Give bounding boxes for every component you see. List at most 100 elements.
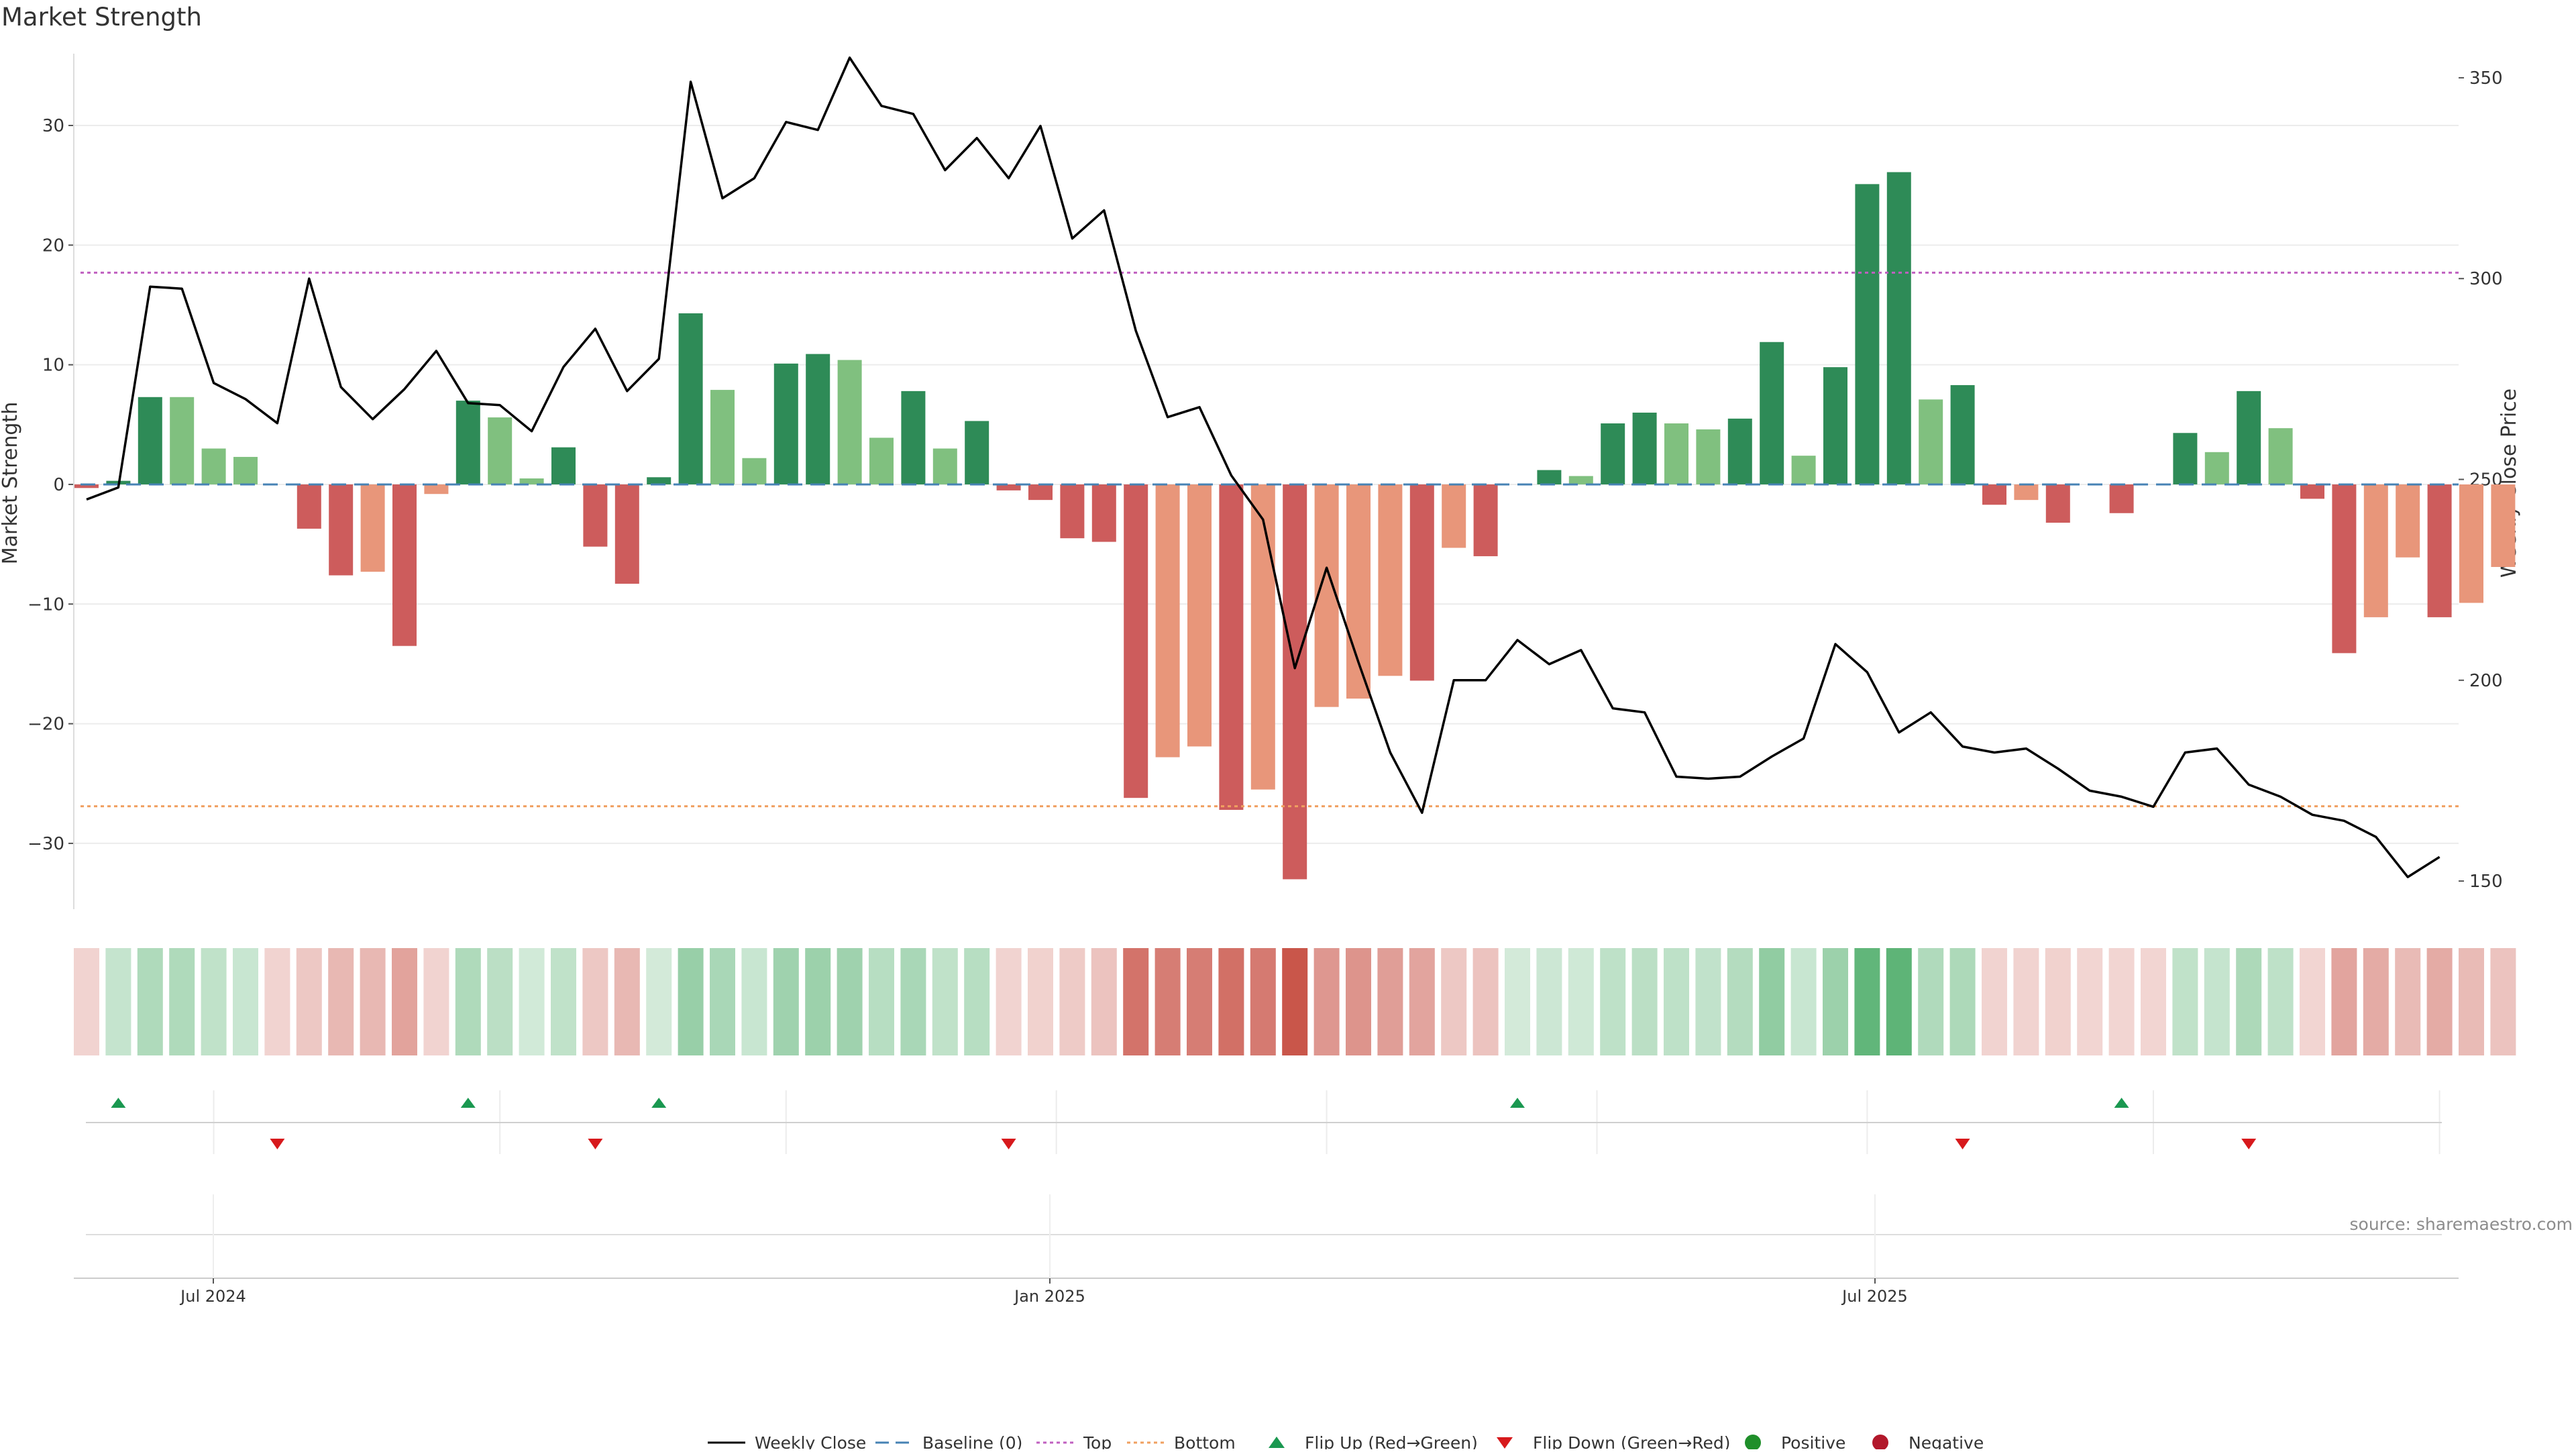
heat-cell xyxy=(455,948,481,1055)
legend-label: Weekly Close xyxy=(755,1433,866,1449)
strength-bar xyxy=(2300,484,2324,499)
y-tick-label: −30 xyxy=(28,834,64,854)
strength-bar xyxy=(742,458,767,484)
heat-cell xyxy=(1854,948,1880,1055)
heat-cell xyxy=(582,948,608,1055)
heat-cell xyxy=(1028,948,1053,1055)
heat-cell xyxy=(328,948,354,1055)
legend-label: Flip Up (Red→Green) xyxy=(1305,1433,1478,1449)
strength-bar xyxy=(1219,484,1244,810)
heat-cell xyxy=(551,948,576,1055)
strength-bar xyxy=(2268,428,2293,484)
heat-cell xyxy=(74,948,99,1055)
y-tick-label: 0 xyxy=(53,475,64,495)
heat-cell xyxy=(805,948,831,1055)
strength-bar xyxy=(1537,470,1562,484)
heat-cell xyxy=(2204,948,2230,1055)
heat-cell xyxy=(1472,948,1499,1055)
flip-up-marker xyxy=(2114,1098,2129,1108)
strength-bar xyxy=(1442,484,1466,548)
strength-bar xyxy=(392,484,417,646)
strength-bar xyxy=(1283,484,1307,880)
flip-up-marker xyxy=(111,1098,126,1108)
strength-bar xyxy=(1250,484,1275,790)
legend-label: Baseline (0) xyxy=(922,1433,1022,1449)
heat-cell xyxy=(1918,948,1944,1055)
strength-bar xyxy=(647,477,672,484)
heat-cell xyxy=(2300,948,2325,1055)
strength-bar xyxy=(1409,484,1434,681)
strength-bar xyxy=(1886,172,1911,484)
heat-cell xyxy=(2459,948,2484,1055)
heat-cell xyxy=(2363,948,2389,1055)
heat-cell xyxy=(1218,948,1244,1055)
heat-cell xyxy=(2077,948,2103,1055)
heat-cell xyxy=(105,948,131,1055)
weekly-close-line xyxy=(86,56,2440,878)
x-tick-label: Jul 2025 xyxy=(1841,1287,1908,1306)
strength-bar xyxy=(2332,484,2357,654)
heat-cell xyxy=(201,948,227,1055)
strength-bar xyxy=(806,354,830,484)
heat-cell xyxy=(1441,948,1467,1055)
heat-cell xyxy=(1536,948,1562,1055)
strength-bar xyxy=(1568,476,1593,484)
heat-cell xyxy=(1759,948,1785,1055)
strength-bar xyxy=(360,484,385,572)
heat-cell xyxy=(996,948,1022,1055)
heat-cell xyxy=(1155,948,1181,1055)
legend-label: Top xyxy=(1083,1433,1112,1449)
heat-cell xyxy=(264,948,290,1055)
heat-cell xyxy=(1123,948,1149,1055)
heat-cell xyxy=(1346,948,1371,1055)
chart-title: Market Strength xyxy=(1,3,202,32)
heat-cell xyxy=(1187,948,1212,1055)
heat-cell xyxy=(423,948,449,1055)
strength-bar xyxy=(2237,391,2261,484)
strength-bar xyxy=(1791,456,1816,484)
heat-cell xyxy=(1282,948,1308,1055)
heat-cell xyxy=(1059,948,1085,1055)
flip-down-marker xyxy=(588,1139,603,1149)
heat-cell xyxy=(837,948,863,1055)
flip-down-marker xyxy=(270,1139,285,1149)
strength-bar xyxy=(678,313,703,484)
y2-tick-label: 150 xyxy=(2469,872,2503,892)
strength-bar xyxy=(901,391,926,484)
heat-cell xyxy=(1377,948,1403,1055)
strength-bar xyxy=(1632,412,1657,484)
heat-cell xyxy=(646,948,672,1055)
flip-up-marker xyxy=(1510,1098,1525,1108)
heat-cell xyxy=(1727,948,1753,1055)
heat-cell xyxy=(137,948,163,1055)
strength-bar xyxy=(869,437,894,484)
flip-up-marker xyxy=(651,1098,667,1108)
heat-cell xyxy=(1600,948,1626,1055)
source-text: source: sharemaestro.com xyxy=(2349,1214,2573,1234)
heat-cell xyxy=(1823,948,1848,1055)
strength-bar xyxy=(1696,429,1721,484)
heat-cell xyxy=(1250,948,1276,1055)
strength-bar xyxy=(519,478,544,484)
strength-bar xyxy=(1060,484,1085,539)
strength-bar xyxy=(2491,484,2516,567)
legend-label: Negative xyxy=(1909,1433,1984,1449)
strength-bar xyxy=(424,484,449,495)
strength-bar xyxy=(1187,484,1212,747)
heat-cell xyxy=(2490,948,2516,1055)
strength-bar xyxy=(201,448,226,484)
strength-bar xyxy=(170,397,195,484)
strength-bar xyxy=(773,363,798,484)
legend-label: Positive xyxy=(1781,1433,1845,1449)
strength-bar xyxy=(2173,433,2198,484)
heat-cell xyxy=(233,948,258,1055)
y-tick-label: −20 xyxy=(28,715,64,735)
heat-cell xyxy=(169,948,195,1055)
strength-bar xyxy=(329,484,354,576)
strength-bar xyxy=(1601,423,1625,484)
heat-cell xyxy=(964,948,990,1055)
strength-bar xyxy=(1028,484,1053,501)
heat-cell xyxy=(2172,948,2198,1055)
heat-cell xyxy=(900,948,926,1055)
